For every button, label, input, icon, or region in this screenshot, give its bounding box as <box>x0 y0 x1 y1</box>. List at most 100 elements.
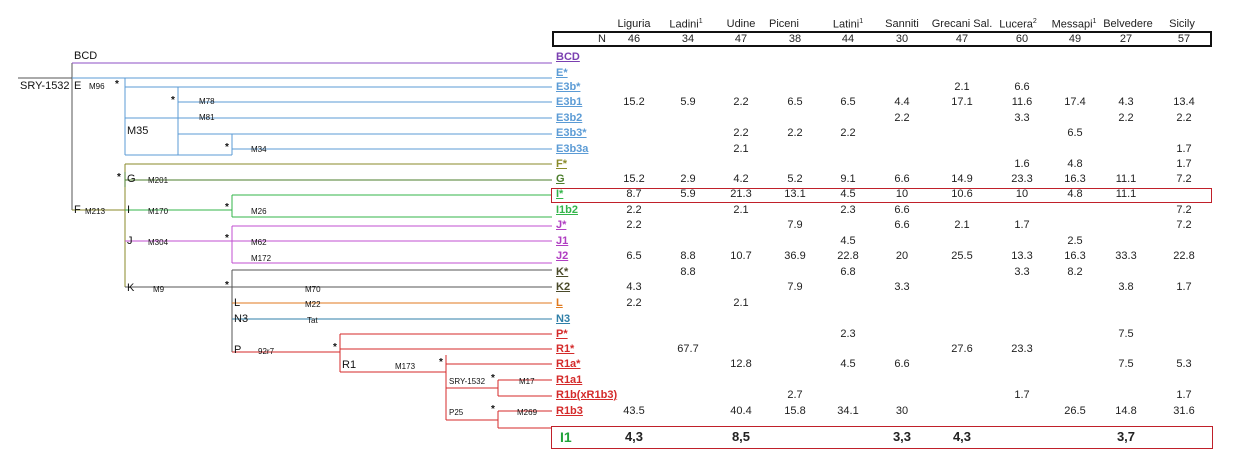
m96-star: * <box>115 79 119 90</box>
g-label: G <box>127 173 136 185</box>
haplogroup-label: E3b1 <box>556 96 583 108</box>
frequency-cell: 6.8 <box>840 266 856 278</box>
frequency-cell: 17.1 <box>951 96 973 108</box>
sample-size-cell: 47 <box>734 33 748 45</box>
k-label: K <box>127 282 135 294</box>
frequency-cell: 11.1 <box>1115 188 1137 200</box>
frequency-cell: 6.6 <box>894 219 910 231</box>
frequency-cell: 14.8 <box>1115 405 1137 417</box>
sry-root-label: SRY-1532 <box>20 80 70 92</box>
frequency-cell: 31.6 <box>1173 405 1195 417</box>
haplogroup-label: L <box>556 297 563 309</box>
frequency-cell: 23.3 <box>1011 173 1033 185</box>
frequency-cell: 2.2 <box>787 127 803 139</box>
haplogroup-label: R1b3 <box>556 405 583 417</box>
frequency-cell: 4.8 <box>1067 188 1083 200</box>
frequency-cell: 2.2 <box>894 112 910 124</box>
frequency-cell: 20 <box>895 250 909 262</box>
frequency-cell: 10.6 <box>951 188 973 200</box>
haplogroup-label: I* <box>556 188 564 200</box>
frequency-cell: 2.2 <box>840 127 856 139</box>
g-branch <box>124 172 552 187</box>
i-star-highlight-box <box>551 188 1212 203</box>
frequency-cell: 3.3 <box>894 281 910 293</box>
m17-marker: M17 <box>519 377 535 386</box>
frequency-cell: 1.7 <box>1176 281 1192 293</box>
population-header: Messapi1 <box>1051 18 1097 31</box>
frequency-cell: 4.3 <box>1118 96 1134 108</box>
frequency-cell: 4.4 <box>894 96 910 108</box>
frequency-cell: 13.1 <box>784 188 806 200</box>
frequency-cell: 12.8 <box>730 358 752 370</box>
frequency-cell: 2.1 <box>733 143 749 155</box>
p25-marker: P25 <box>449 408 464 417</box>
frequency-cell: 26.5 <box>1064 405 1086 417</box>
frequency-cell: 30 <box>895 405 909 417</box>
frequency-cell: 4.3 <box>626 281 642 293</box>
sample-size-cell: 60 <box>1015 33 1029 45</box>
frequency-cell: 67.7 <box>677 343 699 355</box>
frequency-cell: 3.8 <box>1118 281 1134 293</box>
p-label: P <box>234 344 242 356</box>
m34-star: * <box>225 142 229 153</box>
i1-summary-label: I1 <box>560 429 572 445</box>
i1-summary-cell: 4,3 <box>624 429 644 444</box>
frequency-cell: 2.2 <box>626 297 642 309</box>
haplogroup-label: P* <box>556 328 568 340</box>
m9-marker: M9 <box>153 285 165 294</box>
e-label: E <box>74 80 82 92</box>
n-label: N <box>598 33 606 45</box>
frequency-cell: 7.9 <box>787 219 803 231</box>
92r7-marker: 92r7 <box>258 347 275 356</box>
r1-label: R1 <box>342 359 357 371</box>
frequency-cell: 6.6 <box>894 173 910 185</box>
m172-marker: M172 <box>251 254 272 263</box>
frequency-cell: 21.3 <box>730 188 752 200</box>
frequency-cell: 43.5 <box>623 405 645 417</box>
i1-summary-cell: 3,7 <box>1116 429 1136 444</box>
sample-size-cell: 49 <box>1068 33 1082 45</box>
m269-marker: M269 <box>517 408 538 417</box>
frequency-cell: 2.2 <box>626 204 642 216</box>
phylogenetic-tree <box>18 62 552 429</box>
frequency-cell: 6.5 <box>1067 127 1083 139</box>
sample-size-cell: 44 <box>841 33 855 45</box>
population-header: Sanniti <box>885 18 919 30</box>
r1a-branch <box>445 355 552 420</box>
frequency-cell: 2.5 <box>1067 235 1083 247</box>
e-branch <box>72 77 552 155</box>
frequency-cell: 27.6 <box>951 343 973 355</box>
frequency-cell: 2.3 <box>840 204 856 216</box>
haplogroup-label: R1b(xR1b3) <box>556 389 618 401</box>
m26-star: * <box>225 202 229 213</box>
frequency-cell: 4.5 <box>840 358 856 370</box>
frequency-cell: 6.5 <box>840 96 856 108</box>
m70-star: * <box>225 280 229 291</box>
f-label: F <box>74 204 81 216</box>
haplogroup-label: F* <box>556 158 567 170</box>
frequency-cell: 8.2 <box>1067 266 1083 278</box>
haplogroup-label: J2 <box>556 250 569 262</box>
sample-size-box <box>552 31 1212 47</box>
frequency-cell: 2.7 <box>787 389 803 401</box>
haplogroup-label: J1 <box>556 235 569 247</box>
frequency-cell: 15.8 <box>784 405 806 417</box>
frequency-cell: 7.5 <box>1118 328 1134 340</box>
m17-star: * <box>491 373 495 384</box>
frequency-cell: 2.9 <box>680 173 696 185</box>
frequency-cell: 10.7 <box>730 250 752 262</box>
g-star: * <box>117 172 121 183</box>
frequency-cell: 13.3 <box>1011 250 1033 262</box>
i1-summary-cell: 8,5 <box>731 429 751 444</box>
j-label: J <box>127 235 133 247</box>
m62-star: * <box>225 233 229 244</box>
r1b-branch <box>446 410 552 429</box>
m173-star: * <box>439 357 443 368</box>
haplogroup-label: E3b3* <box>556 127 587 139</box>
frequency-cell: 5.9 <box>680 96 696 108</box>
frequency-cell: 2.3 <box>840 328 856 340</box>
frequency-cell: 10 <box>895 188 909 200</box>
population-header: Latini1 <box>832 18 864 31</box>
sry-r1a1-marker: SRY-1532 <box>449 377 486 386</box>
frequency-cell: 3.3 <box>1014 266 1030 278</box>
